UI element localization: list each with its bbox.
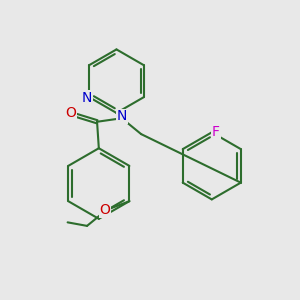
Text: F: F bbox=[212, 125, 220, 140]
Text: N: N bbox=[117, 110, 127, 124]
Text: O: O bbox=[99, 203, 110, 217]
Text: O: O bbox=[65, 106, 76, 120]
Text: N: N bbox=[82, 91, 92, 105]
